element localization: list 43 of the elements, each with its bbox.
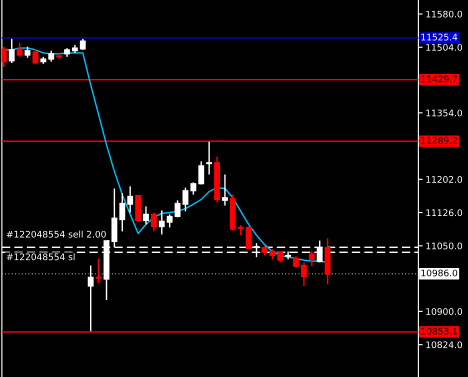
annotation: #122048554 sl [6, 253, 75, 260]
candlestick [2, 46, 7, 68]
y-tick-label: 11354.0 [426, 110, 462, 116]
candlestick [300, 262, 307, 287]
ref-line-label: 11525.4 [421, 34, 458, 40]
y-tick-label: 10900.0 [426, 308, 462, 315]
ref-line-label: 11289.2 [421, 136, 457, 144]
candlestick [190, 182, 196, 196]
candlestick [48, 50, 54, 62]
candlestick [150, 212, 157, 232]
candlestick [127, 186, 134, 214]
candlestick [119, 192, 126, 232]
candlestick [269, 248, 276, 260]
ref-line-label: 11429.7 [421, 76, 458, 82]
candlestick [261, 246, 268, 256]
candlestick [16, 42, 23, 58]
candlestick [96, 258, 102, 284]
candlestick [80, 38, 86, 51]
y-tick-label: 11580.0 [426, 10, 462, 18]
candlestick [308, 250, 315, 268]
candlestick [182, 186, 188, 212]
y-tick-label: 11202.0 [426, 176, 462, 183]
candlestick [206, 141, 212, 176]
y-tick-label: 11050.0 [426, 242, 462, 250]
candlestick [158, 210, 165, 236]
candlestick [32, 48, 38, 65]
candlestick [166, 214, 173, 228]
candlestick [174, 200, 180, 218]
ref-line-label: 10853.1 [421, 328, 457, 335]
candlestick [246, 226, 252, 250]
ref-line-label: 10986.0 [421, 270, 458, 276]
y-tick-label: 11504.0 [426, 44, 462, 51]
candlestick [293, 256, 299, 269]
candlestick [238, 224, 244, 236]
y-tick-label: 11126.0 [426, 209, 462, 216]
candlestick [8, 38, 15, 64]
y-tick-label: 10824.0 [426, 341, 462, 348]
candlestick [277, 250, 284, 264]
candlestick [222, 174, 228, 206]
candlestick [143, 206, 149, 226]
candlestick [24, 46, 30, 58]
annotation: #122048554 sell 2.00 [6, 230, 106, 238]
candlestick [198, 160, 204, 186]
